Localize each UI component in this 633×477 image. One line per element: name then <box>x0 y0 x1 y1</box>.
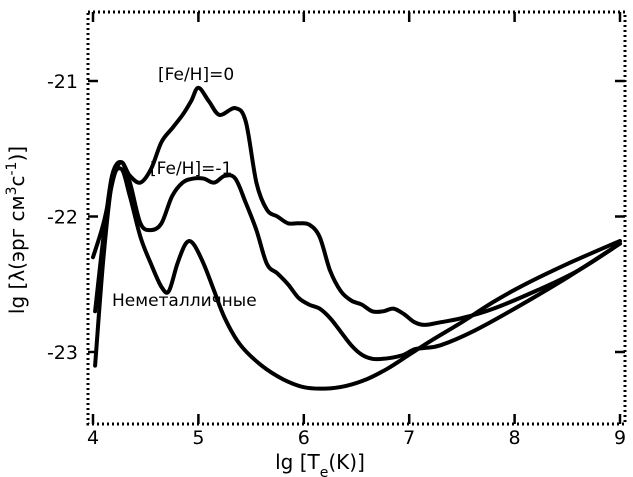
series-line-fe-h-minus-1 <box>93 160 622 362</box>
chart-series <box>91 85 622 391</box>
y-tick-label: -23 <box>47 342 78 364</box>
x-tick-label: 8 <box>509 427 521 449</box>
axis-tick-labels: 4 5 6 7 8 9 -23 -22 -21 <box>47 71 626 449</box>
x-tick-label: 7 <box>403 427 415 449</box>
plot-frame <box>86 10 627 426</box>
series-label-fe-h-0: [Fe/H]=0 <box>158 65 234 85</box>
series-line-fe-h-0 <box>91 85 622 327</box>
x-tick-label: 9 <box>614 427 626 449</box>
x-tick-label: 4 <box>87 427 99 449</box>
x-tick-label: 5 <box>192 427 204 449</box>
series-label-nonmetallic: Неметалличные <box>112 291 257 311</box>
x-tick-label: 6 <box>298 427 310 449</box>
series-line-nonmetallic <box>93 166 622 391</box>
y-tick-label: -22 <box>47 207 78 229</box>
series-label-fe-h-minus-1: [Fe/H]=-1 <box>150 159 232 179</box>
y-axis-label: lg [λ(эрг см3с-1)] <box>4 146 29 314</box>
x-axis-label: lg [Te(K)] <box>275 450 365 477</box>
y-tick-label: -21 <box>47 71 78 93</box>
axis-ticks <box>88 12 625 424</box>
